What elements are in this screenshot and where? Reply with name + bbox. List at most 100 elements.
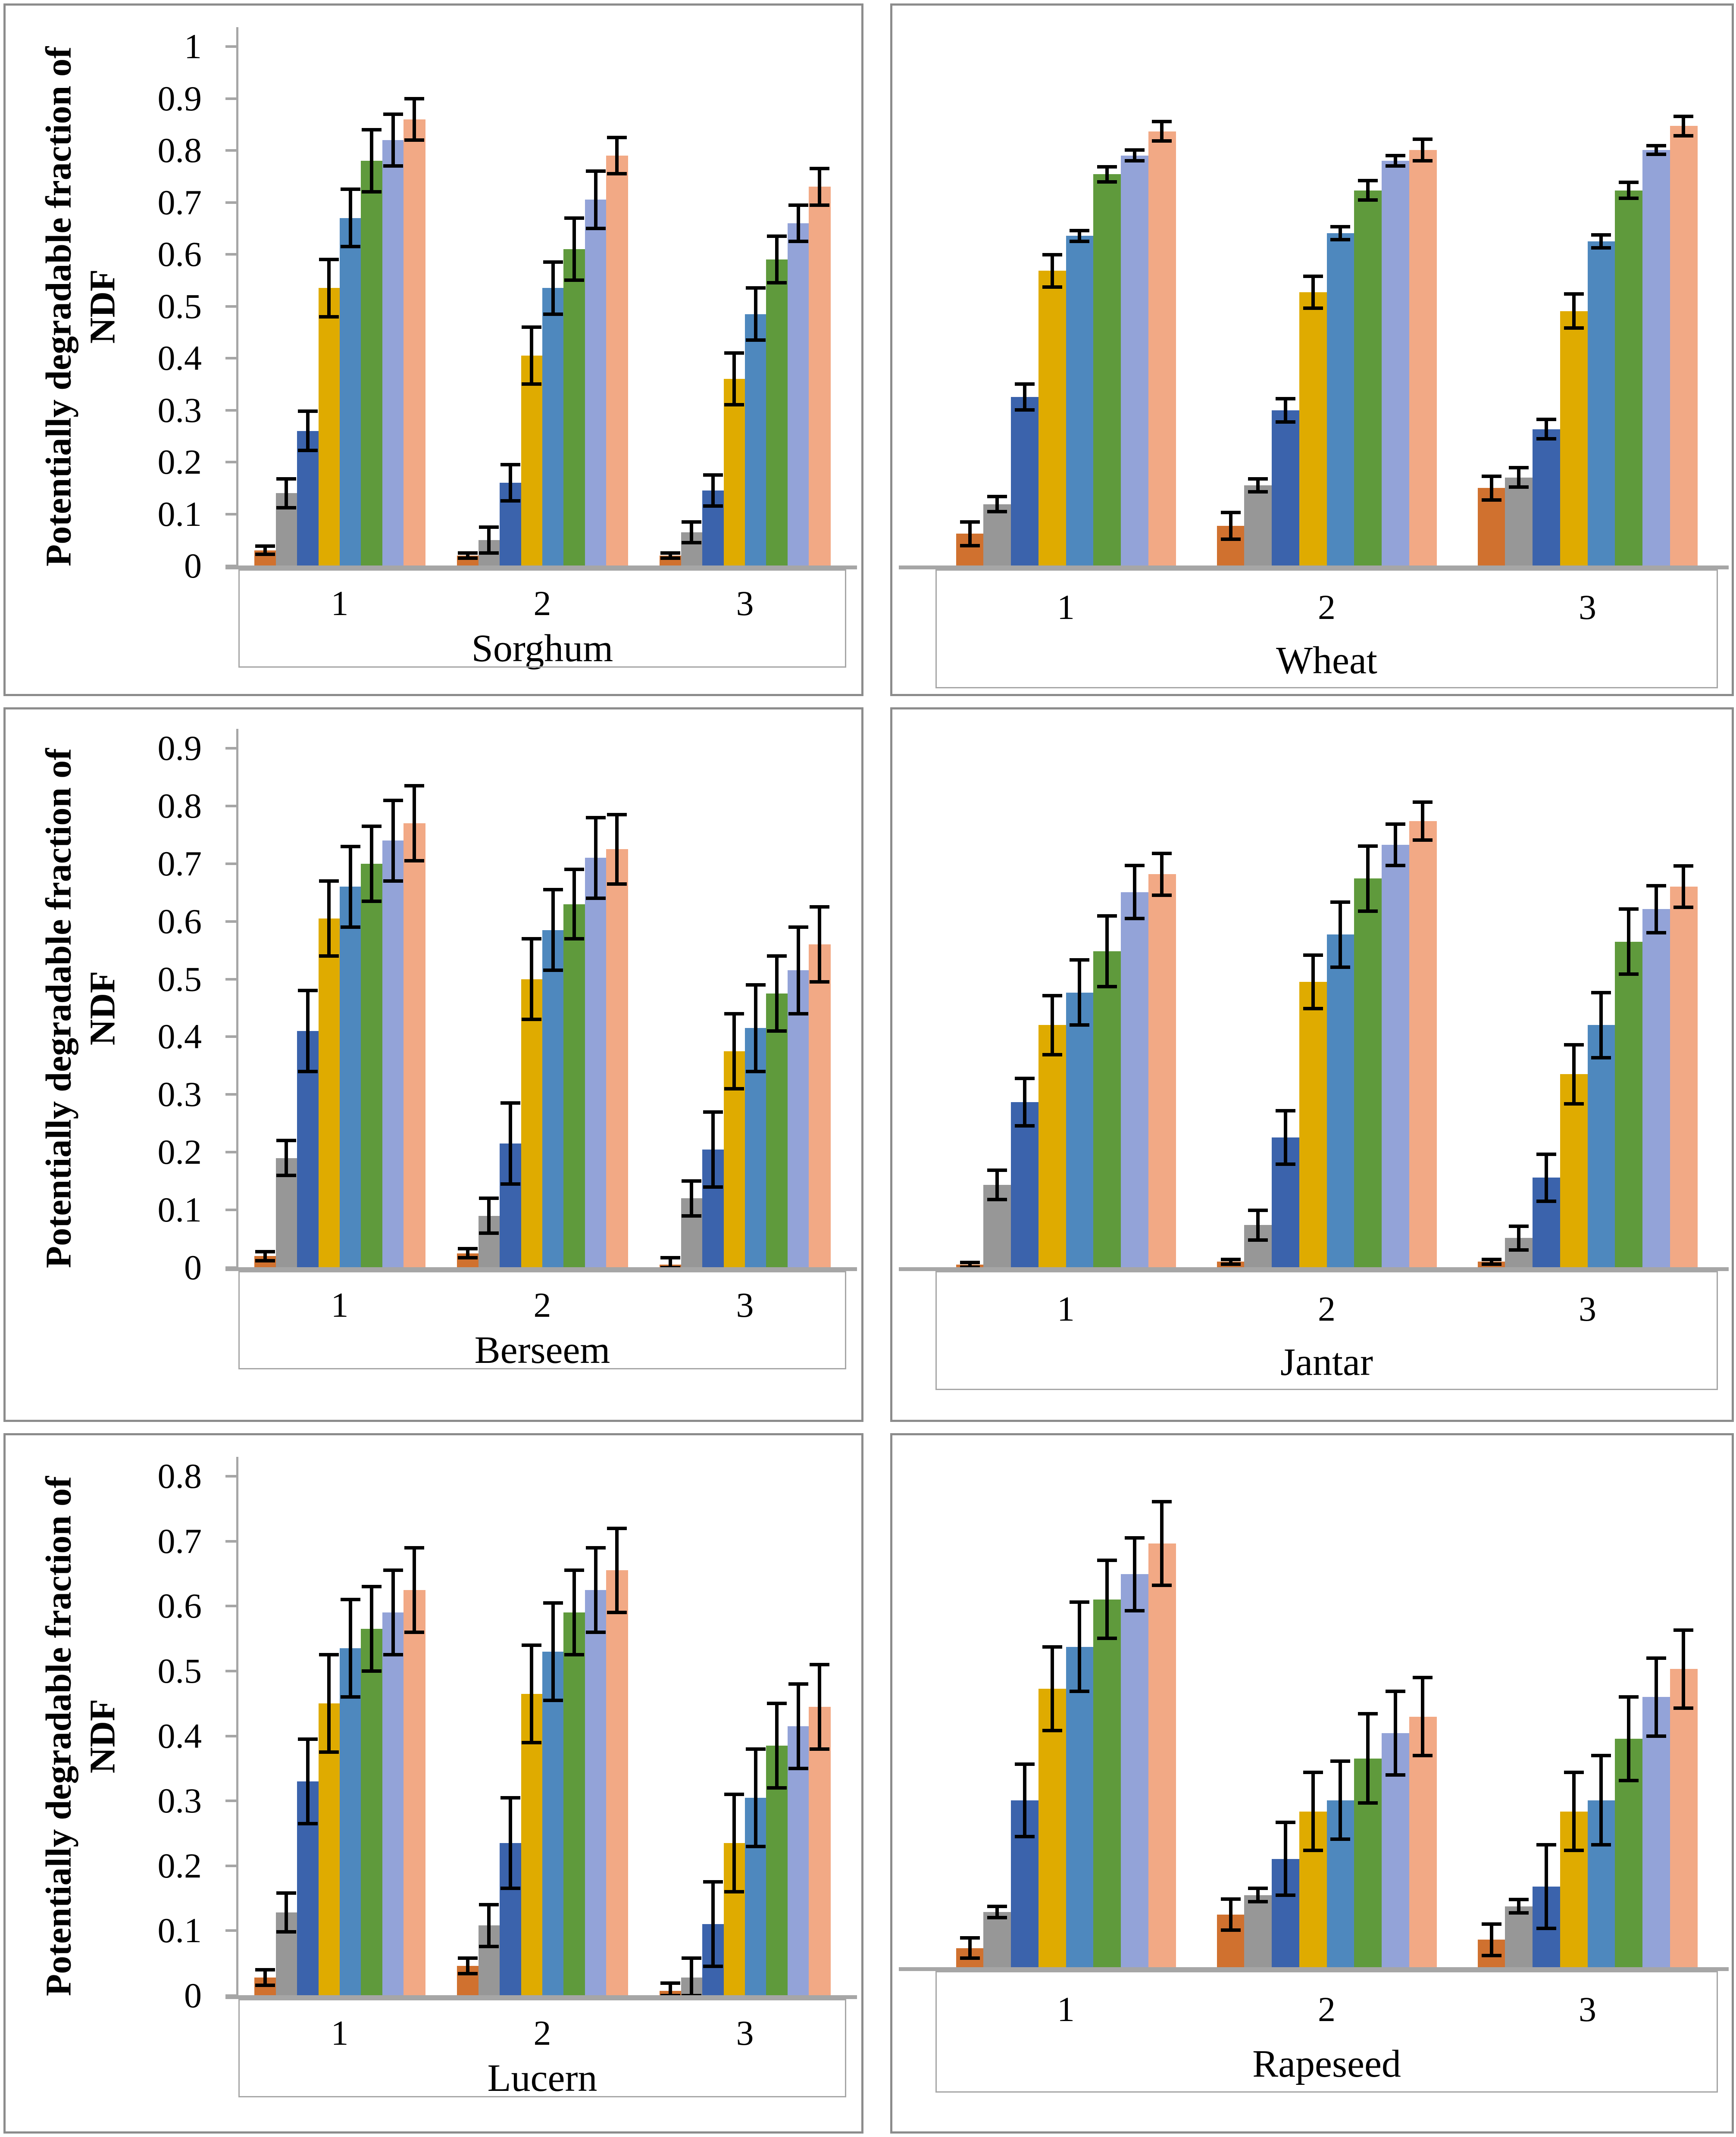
- error-bar-line: [995, 1170, 999, 1200]
- error-bar-cap-top: [362, 1585, 382, 1589]
- bar-jantar-g1-s3: [1011, 1102, 1039, 1268]
- error-bar-cap-top: [1413, 1675, 1433, 1679]
- bar-sorghum-g1-s7: [382, 140, 404, 566]
- error-bar-line: [530, 1645, 534, 1743]
- error-bar-cap-bottom: [522, 1740, 542, 1744]
- bar-rapeseed-g1-s4: [1038, 1688, 1067, 1968]
- error-bar-cap-bottom: [960, 1265, 980, 1269]
- error-bar-cap-top: [1042, 253, 1062, 256]
- error-bar-cap-bottom: [1070, 1023, 1090, 1027]
- y-tick-label: 0.6: [157, 901, 202, 941]
- error-bar-cap-top: [1673, 864, 1694, 868]
- bar-berseem-g1-s8: [404, 823, 425, 1268]
- error-bar-line: [1229, 512, 1232, 539]
- bar-lucern-g1-s5: [340, 1648, 362, 1996]
- error-bar-cap-top: [1220, 1257, 1241, 1261]
- error-bar-line: [572, 869, 576, 939]
- error-bar-cap-bottom: [319, 315, 339, 319]
- error-bar-line: [1256, 1888, 1260, 1902]
- y-axis-tick: [225, 920, 238, 923]
- error-bar-cap-bottom: [788, 1012, 808, 1015]
- error-bar-cap-bottom: [564, 278, 585, 282]
- error-bar-cap-top: [297, 989, 318, 993]
- error-bar-cap-bottom: [500, 499, 520, 503]
- error-bar-cap-top: [1619, 907, 1639, 911]
- x-axis-line: [225, 1995, 857, 1999]
- bar-wheat-g1-s4: [1038, 271, 1067, 566]
- error-bar-cap-top: [1303, 1770, 1323, 1774]
- error-bar-cap-bottom: [1152, 139, 1172, 143]
- category-label: 1: [1057, 587, 1075, 627]
- bar-sorghum-g3-s5: [745, 314, 767, 566]
- y-tick-label: 0.5: [157, 286, 202, 326]
- axis-category-title: Jantar: [1280, 1341, 1373, 1384]
- y-tick-label: 0.1: [157, 1911, 202, 1950]
- bar-rapeseed-g3-s8: [1670, 1669, 1698, 1968]
- bar-sorghum-g1-s5: [340, 218, 362, 566]
- error-bar-cap-bottom: [1303, 1849, 1323, 1853]
- error-bar-cap-top: [788, 925, 808, 929]
- error-bar-line: [1023, 1764, 1026, 1837]
- error-bar-cap-bottom: [500, 1887, 520, 1890]
- error-bar-cap-top: [543, 260, 563, 264]
- x-axis-line: [225, 1267, 857, 1271]
- bar-wheat-g1-s5: [1066, 236, 1094, 566]
- y-axis-tick: [225, 253, 238, 256]
- error-bar-line: [263, 1251, 267, 1261]
- category-label: 1: [331, 1285, 349, 1325]
- error-bar-cap-bottom: [276, 1930, 297, 1934]
- bar-jantar-g3-s7: [1642, 909, 1670, 1268]
- y-axis-tick: [225, 201, 238, 204]
- error-bar-cap-bottom: [810, 1747, 830, 1751]
- error-bar-cap-bottom: [543, 1698, 563, 1702]
- error-bar-cap-top: [987, 495, 1007, 499]
- error-bar-cap-bottom: [1220, 1262, 1241, 1266]
- y-axis-tick: [225, 1093, 238, 1096]
- error-bar-cap-bottom: [1536, 1200, 1556, 1203]
- error-bar-cap-top: [276, 1139, 297, 1143]
- error-bar-cap-top: [500, 463, 520, 467]
- error-bar-cap-bottom: [255, 1983, 275, 1987]
- y-tick-label: 0.2: [157, 442, 202, 481]
- error-bar-cap-bottom: [607, 1611, 627, 1615]
- error-bar-cap-top: [362, 824, 382, 828]
- error-bar-cap-top: [1536, 1152, 1556, 1156]
- bar-sorghum-g3-s7: [787, 223, 810, 566]
- error-bar-cap-top: [1564, 292, 1584, 296]
- bar-sorghum-g2-s7: [585, 200, 607, 566]
- error-bar-cap-top: [1070, 228, 1090, 232]
- error-bar-cap-top: [1152, 852, 1172, 856]
- y-axis-tick: [225, 1540, 238, 1543]
- error-bar-cap-top: [703, 473, 723, 477]
- bar-sorghum-g1-s4: [318, 288, 340, 566]
- bar-rapeseed-g3-s7: [1642, 1697, 1670, 1968]
- y-tick-label: 0.4: [157, 1716, 202, 1756]
- error-bar-line: [466, 1248, 469, 1258]
- error-bar-line: [818, 907, 822, 982]
- error-bar-cap-top: [960, 1260, 980, 1264]
- error-bar-cap-bottom: [1619, 197, 1639, 200]
- error-bar-cap-bottom: [1303, 1006, 1323, 1010]
- error-bar-cap-bottom: [297, 449, 318, 453]
- error-bar-cap-bottom: [724, 1087, 744, 1090]
- error-bar-cap-top: [1248, 477, 1268, 481]
- error-bar-cap-bottom: [1536, 1927, 1556, 1931]
- error-bar-line: [487, 527, 491, 553]
- error-bar-cap-top: [479, 1197, 499, 1200]
- error-bar-cap-top: [1124, 1536, 1145, 1540]
- error-bar-line: [1050, 254, 1054, 287]
- error-bar-line: [995, 497, 999, 512]
- y-tick-label: 0.8: [157, 131, 202, 170]
- error-bar-cap-bottom: [607, 882, 627, 886]
- error-bar-cap-top: [1358, 844, 1378, 848]
- error-bar-cap-top: [987, 1904, 1007, 1908]
- error-bar-cap-bottom: [255, 553, 275, 556]
- error-bar-line: [1311, 1772, 1315, 1851]
- error-bar-line: [690, 1181, 694, 1216]
- error-bar-line: [1311, 955, 1315, 1009]
- y-axis-line: [236, 729, 238, 1268]
- y-axis-tick: [225, 357, 238, 359]
- error-bar-cap-top: [1619, 1695, 1639, 1699]
- error-bar-line: [711, 1112, 715, 1187]
- y-axis-tick: [225, 1864, 238, 1867]
